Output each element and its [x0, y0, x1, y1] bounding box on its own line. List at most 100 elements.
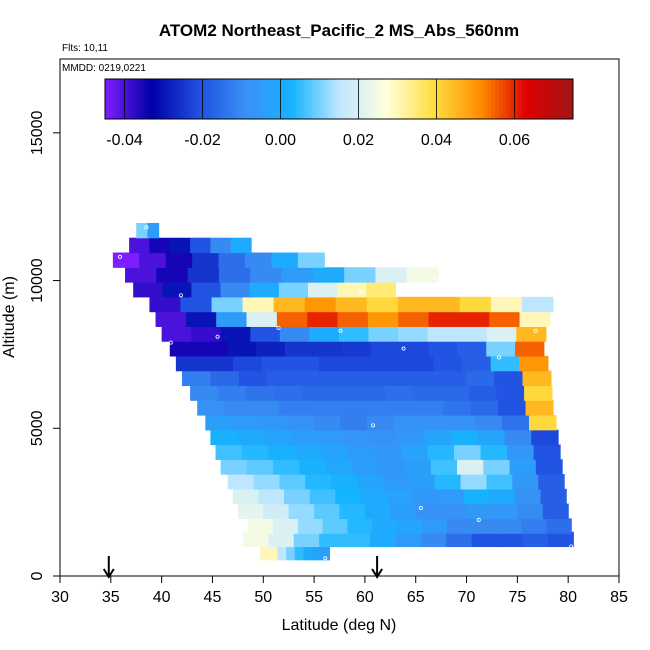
heatmap-cell — [198, 341, 228, 357]
colorbar-swatch — [417, 79, 422, 119]
heatmap-cell — [366, 296, 399, 313]
heatmap-cell — [320, 544, 330, 561]
colorbar-swatch — [405, 79, 410, 119]
colorbar-swatch — [186, 79, 192, 119]
heatmap-cell — [428, 296, 461, 313]
x-axis-label: Latitude (deg N) — [282, 617, 397, 634]
colorbar-swatch — [311, 79, 317, 119]
heatmap-cell — [397, 518, 423, 534]
heatmap-cell — [314, 503, 341, 519]
heatmap-cell — [399, 341, 430, 357]
heatmap-cell — [428, 311, 460, 327]
heatmap-cell — [224, 400, 253, 416]
heatmap-cell — [279, 474, 306, 490]
colorbar-swatch — [413, 79, 418, 119]
heatmap-cell — [244, 252, 273, 268]
heatmap-cell — [331, 474, 358, 490]
colorbar-swatch — [272, 79, 278, 119]
heatmap-cell — [286, 414, 314, 431]
colorbar-swatch — [491, 79, 496, 119]
heatmap-cell — [112, 252, 140, 268]
x-tick-label: 35 — [102, 589, 120, 606]
heatmap-cell — [139, 252, 167, 268]
colorbar-swatch — [128, 79, 133, 119]
colorbar-swatch — [190, 79, 196, 119]
heatmap-cell — [268, 531, 295, 548]
colorbar-swatch — [132, 79, 137, 119]
heatmap-cell — [271, 252, 299, 268]
colorbar-swatch — [463, 79, 469, 119]
x-tick-label: 45 — [204, 589, 222, 606]
colorbar-swatch — [475, 79, 480, 119]
heatmap-cell — [307, 282, 338, 298]
colorbar-swatch — [233, 79, 239, 119]
colorbar-swatch — [389, 79, 395, 119]
observation-point — [434, 275, 439, 280]
heatmap-cell — [220, 326, 251, 342]
colorbar-swatch — [292, 79, 297, 119]
heatmap-cell — [281, 267, 314, 283]
colorbar-swatch — [440, 79, 445, 119]
heatmap-cell — [347, 355, 377, 372]
heatmap-cell — [205, 414, 233, 431]
heatmap-cell — [210, 429, 238, 446]
colorbar-swatch — [144, 79, 149, 119]
colorbar-swatch — [331, 79, 336, 119]
heatmap-cell — [489, 311, 521, 327]
heatmap-cell — [370, 429, 399, 446]
heatmap-cell — [169, 237, 191, 254]
heatmap-cell — [420, 531, 447, 548]
heatmap-cell — [162, 282, 193, 298]
heatmap-cell — [242, 444, 270, 460]
heatmap-cell — [521, 296, 554, 313]
colorbar-swatch — [342, 79, 348, 119]
colorbar-swatch — [506, 79, 512, 119]
colorbar-swatch — [105, 79, 110, 119]
observation-point — [401, 346, 406, 351]
colorbar-tick-label: 0.00 — [265, 132, 296, 149]
heatmap-cell — [191, 282, 222, 298]
heatmap-cell — [312, 267, 345, 283]
observation-point — [276, 325, 281, 330]
colorbar-swatch — [112, 79, 118, 119]
heatmap-cell — [522, 531, 549, 548]
heatmap-cell — [185, 311, 217, 327]
heatmap-cell — [525, 400, 554, 416]
heatmap-cell — [273, 385, 303, 401]
heatmap-cell — [197, 400, 226, 416]
colorbar-swatch — [167, 79, 172, 119]
y-axis-label: Altitude (m) — [1, 276, 18, 358]
heatmap-cell — [233, 355, 263, 372]
colorbar-swatch — [366, 79, 371, 119]
heatmap-cell — [412, 385, 442, 401]
observation-point — [323, 556, 328, 561]
heatmap-cell — [515, 341, 545, 357]
heatmap-layer — [112, 222, 574, 561]
heatmap-cell — [441, 503, 468, 519]
heatmap-cell — [504, 429, 532, 446]
colorbar-swatch — [471, 79, 476, 119]
x-tick-label: 50 — [254, 589, 272, 606]
colorbar-swatch — [436, 79, 441, 119]
heatmap-cell — [210, 370, 240, 387]
profile-arrows — [102, 556, 383, 579]
heatmap-cell — [294, 544, 305, 561]
heatmap-cell — [512, 474, 539, 490]
colorbar-swatch — [483, 79, 488, 119]
colorbar-swatch — [541, 79, 547, 119]
heatmap-cell — [347, 518, 373, 534]
heatmap-cell — [524, 385, 553, 401]
colorbar-swatch — [514, 79, 519, 119]
heatmap-cell — [204, 355, 234, 372]
heatmap-cell — [260, 544, 270, 561]
heatmap-cell — [509, 459, 537, 475]
heatmap-cell — [156, 267, 189, 283]
heatmap-cell — [299, 459, 327, 475]
colorbar-swatch — [495, 79, 500, 119]
heatmap-cell — [147, 222, 160, 239]
colorbar-swatch — [487, 79, 492, 119]
y-tick-label: 0 — [29, 571, 46, 580]
colorbar-tick-label: 0.04 — [421, 132, 452, 149]
heatmap-cell — [303, 544, 313, 561]
x-tick-label: 55 — [305, 589, 323, 606]
